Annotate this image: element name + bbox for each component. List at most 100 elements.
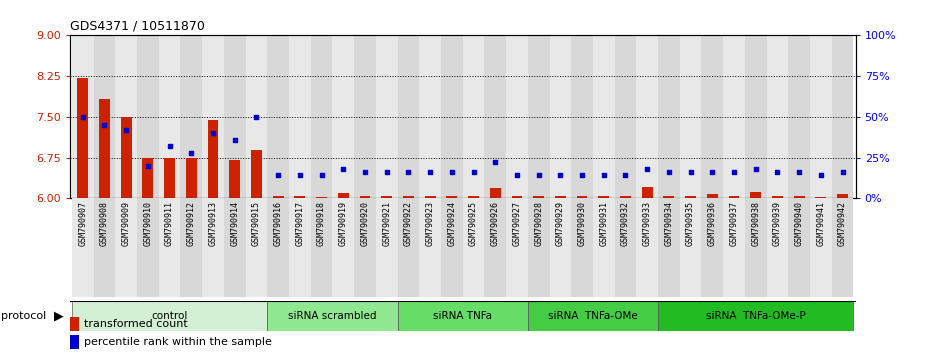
Point bbox=[575, 173, 590, 178]
Bar bbox=[77, 78, 88, 198]
Point bbox=[184, 150, 199, 155]
Point bbox=[684, 169, 698, 175]
Bar bbox=[425, 195, 435, 198]
Bar bbox=[766, 198, 789, 297]
Bar bbox=[745, 35, 766, 198]
Bar bbox=[550, 198, 571, 297]
Bar bbox=[485, 198, 506, 297]
Bar bbox=[251, 150, 262, 198]
Bar bbox=[707, 194, 718, 198]
Bar bbox=[186, 158, 197, 198]
Text: GSM790908: GSM790908 bbox=[100, 201, 109, 246]
Point bbox=[119, 127, 134, 133]
Bar bbox=[70, 335, 79, 349]
Text: GSM790907: GSM790907 bbox=[78, 201, 87, 246]
Bar bbox=[724, 198, 745, 297]
Bar bbox=[441, 198, 462, 297]
Point bbox=[75, 114, 90, 120]
Point bbox=[97, 122, 112, 128]
Bar bbox=[728, 195, 739, 198]
Point bbox=[749, 166, 764, 172]
Bar bbox=[267, 35, 289, 198]
Bar bbox=[789, 198, 810, 297]
Point bbox=[835, 169, 850, 175]
Bar bbox=[446, 195, 458, 198]
Text: GSM790914: GSM790914 bbox=[231, 201, 239, 246]
Bar bbox=[577, 195, 588, 198]
Bar bbox=[159, 198, 180, 297]
Bar bbox=[593, 35, 615, 198]
Bar bbox=[94, 35, 115, 198]
Text: GSM790933: GSM790933 bbox=[643, 201, 652, 246]
Bar bbox=[224, 198, 246, 297]
Text: GSM790910: GSM790910 bbox=[143, 201, 153, 246]
Bar bbox=[766, 35, 789, 198]
Bar bbox=[376, 35, 397, 198]
Bar bbox=[246, 35, 267, 198]
Text: GSM790916: GSM790916 bbox=[273, 201, 283, 246]
Point bbox=[466, 169, 481, 175]
Bar bbox=[295, 195, 305, 198]
Bar bbox=[615, 35, 636, 198]
Bar bbox=[202, 35, 224, 198]
Bar bbox=[180, 198, 202, 297]
Bar bbox=[658, 198, 680, 297]
Bar bbox=[533, 195, 544, 198]
Text: GSM790929: GSM790929 bbox=[556, 201, 565, 246]
Point bbox=[596, 173, 611, 178]
Bar bbox=[772, 195, 783, 198]
Point bbox=[445, 169, 459, 175]
Bar bbox=[528, 35, 550, 198]
Text: siRNA  TNFa-OMe-P: siRNA TNFa-OMe-P bbox=[706, 311, 805, 321]
Bar bbox=[72, 301, 267, 331]
Bar bbox=[72, 35, 94, 198]
Bar bbox=[441, 35, 462, 198]
Bar bbox=[506, 198, 528, 297]
Text: protocol: protocol bbox=[1, 311, 46, 321]
Point bbox=[553, 173, 568, 178]
Text: GSM790937: GSM790937 bbox=[729, 201, 738, 246]
Bar bbox=[311, 35, 332, 198]
Bar bbox=[137, 35, 159, 198]
Bar bbox=[816, 197, 826, 198]
Bar bbox=[311, 198, 332, 297]
Bar bbox=[142, 158, 153, 198]
Bar bbox=[555, 195, 565, 198]
Point bbox=[357, 169, 372, 175]
Bar bbox=[159, 35, 180, 198]
Bar bbox=[593, 198, 615, 297]
Text: GSM790932: GSM790932 bbox=[621, 201, 630, 246]
Bar bbox=[224, 35, 246, 198]
Point bbox=[249, 114, 264, 120]
Bar bbox=[793, 195, 804, 198]
Bar bbox=[789, 35, 810, 198]
Bar bbox=[462, 198, 485, 297]
Bar bbox=[70, 317, 79, 331]
Bar bbox=[332, 35, 354, 198]
Text: siRNA TNFa: siRNA TNFa bbox=[433, 311, 492, 321]
Bar bbox=[397, 198, 419, 297]
Text: GSM790913: GSM790913 bbox=[208, 201, 218, 246]
Text: GSM790917: GSM790917 bbox=[296, 201, 304, 246]
Point bbox=[510, 173, 525, 178]
Text: GSM790918: GSM790918 bbox=[317, 201, 326, 246]
Bar bbox=[636, 35, 658, 198]
Text: GSM790919: GSM790919 bbox=[339, 201, 348, 246]
Point bbox=[401, 169, 416, 175]
Point bbox=[336, 166, 351, 172]
Text: GSM790925: GSM790925 bbox=[469, 201, 478, 246]
Text: GSM790921: GSM790921 bbox=[382, 201, 392, 246]
Bar bbox=[680, 198, 701, 297]
Bar bbox=[685, 195, 696, 198]
Bar bbox=[115, 35, 137, 198]
Bar bbox=[165, 158, 175, 198]
Bar bbox=[831, 35, 854, 198]
Text: GSM790942: GSM790942 bbox=[838, 201, 847, 246]
Bar bbox=[246, 198, 267, 297]
Bar bbox=[289, 35, 311, 198]
Bar bbox=[701, 198, 724, 297]
Text: percentile rank within the sample: percentile rank within the sample bbox=[84, 337, 272, 347]
Bar bbox=[724, 35, 745, 198]
Bar bbox=[316, 197, 327, 198]
Text: GSM790922: GSM790922 bbox=[404, 201, 413, 246]
